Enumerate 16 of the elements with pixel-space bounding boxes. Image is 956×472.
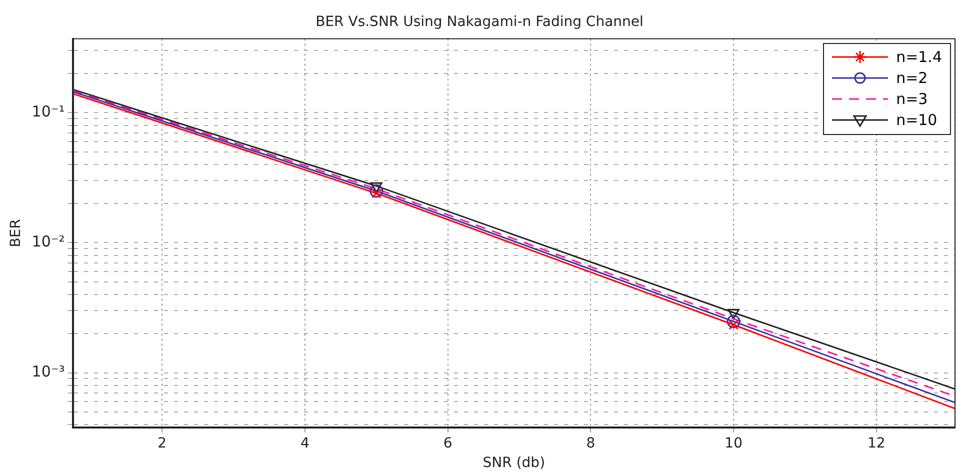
- x-tick-label: 8: [586, 435, 596, 452]
- x-tick-label: 10: [724, 435, 742, 452]
- x-tick-label: 12: [868, 435, 886, 452]
- x-tick-label: 2: [158, 435, 167, 452]
- legend-label: n=1.4: [896, 46, 942, 68]
- y-tick-label: 10⁻¹: [32, 102, 65, 121]
- legend-label: n=3: [896, 88, 928, 110]
- x-tick-label: 6: [443, 435, 452, 452]
- y-tick-label: 10⁻²: [32, 232, 65, 251]
- y-tick-label: 10⁻³: [32, 362, 65, 381]
- x-axis-title: SNR (db): [482, 455, 546, 472]
- legend-label: n=2: [896, 68, 928, 89]
- y-axis-title: BER: [8, 218, 24, 248]
- legend-label: n=10: [896, 110, 938, 131]
- chart-title: BER Vs.SNR Using Nakagami-n Fading Channel: [316, 14, 644, 30]
- x-tick-label: 4: [300, 435, 310, 452]
